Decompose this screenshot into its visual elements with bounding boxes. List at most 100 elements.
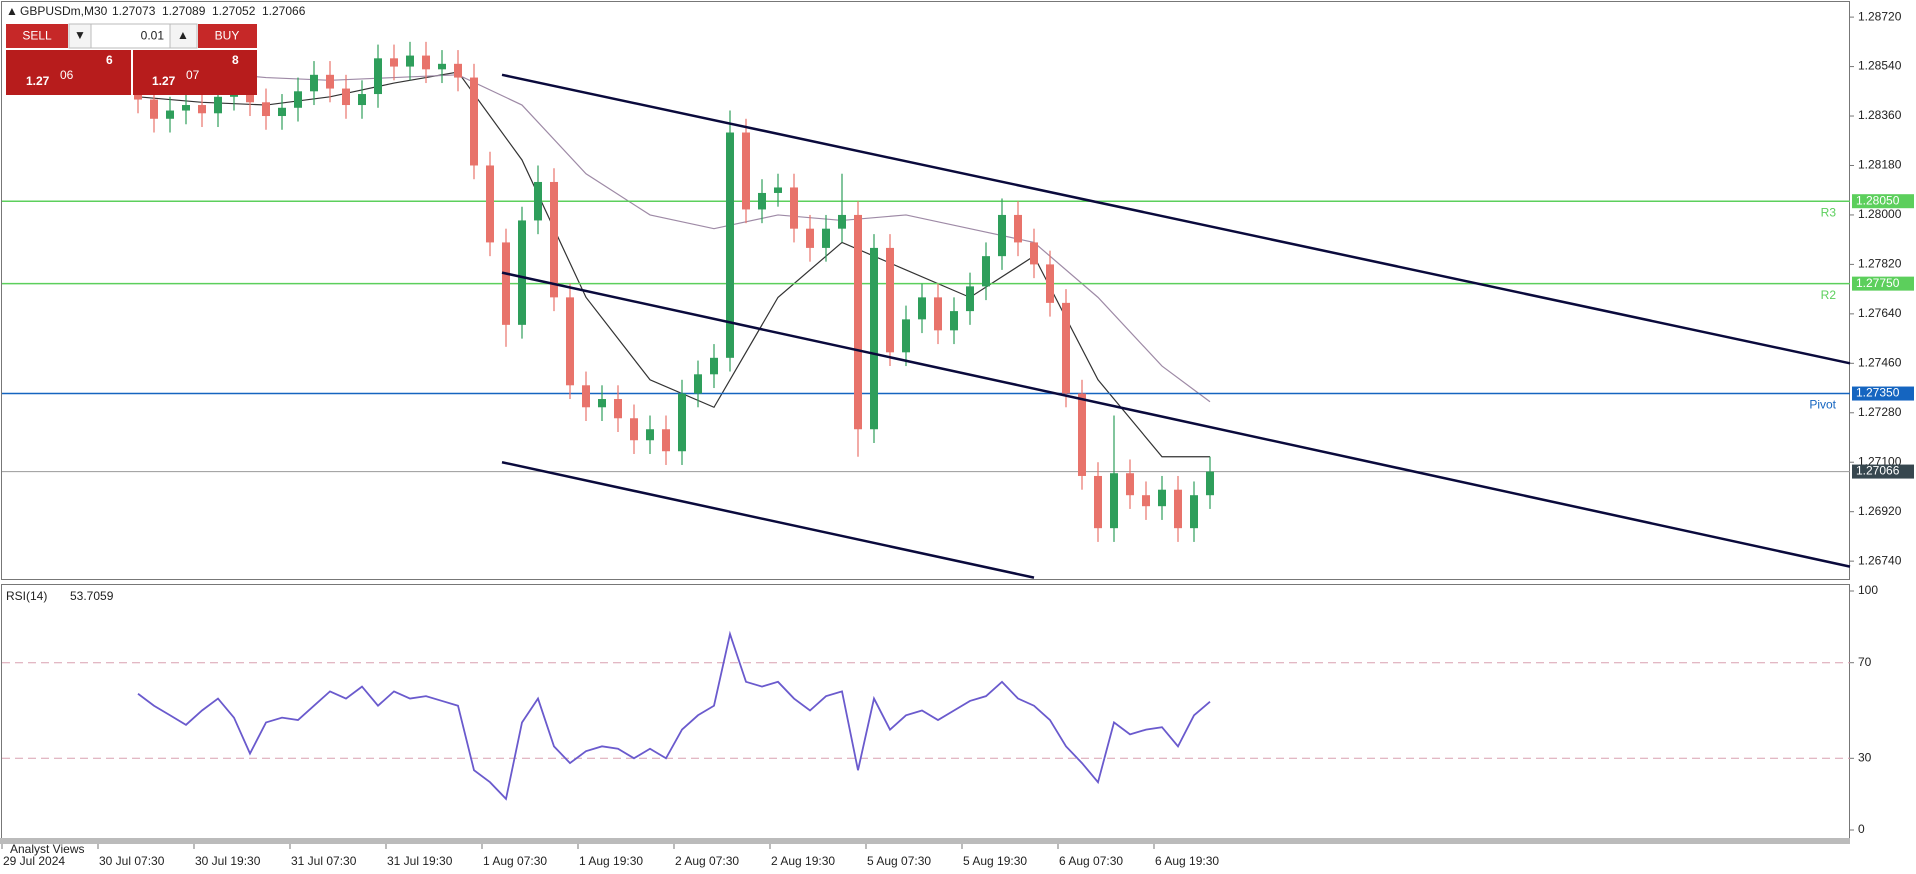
candle-body	[710, 357, 718, 375]
candle-body	[550, 181, 558, 298]
candle-body	[758, 192, 766, 210]
candle-body	[134, 91, 142, 100]
candle-body	[982, 256, 990, 287]
y-tick-label: 1.28540	[1858, 59, 1902, 73]
candle-body	[486, 165, 494, 243]
candle-body	[678, 393, 686, 452]
candle-body	[198, 105, 206, 114]
candle-body	[646, 429, 654, 441]
candle-body	[1030, 242, 1038, 265]
y-tick-label: 1.28180	[1858, 158, 1902, 172]
candle-body	[742, 132, 750, 210]
candle-body	[1142, 495, 1150, 507]
buy-price-point[interactable]: 8	[232, 53, 239, 67]
x-tick-label: 5 Aug 19:30	[963, 854, 1027, 868]
candle-body	[1126, 473, 1134, 496]
candle-body	[374, 58, 382, 95]
candle-body	[310, 74, 318, 92]
x-tick-label: 6 Aug 19:30	[1155, 854, 1219, 868]
level-tag	[1852, 276, 1914, 291]
volume-up-icon[interactable]: ▲	[177, 28, 189, 42]
collapse-icon: ▲	[6, 4, 18, 18]
candle-body	[1046, 264, 1054, 303]
candle-body	[598, 399, 606, 408]
trendline	[501, 271, 1851, 568]
buy-price-big[interactable]: 1.27	[152, 74, 176, 88]
candle-body	[790, 187, 798, 229]
volume-up[interactable]	[169, 23, 198, 49]
candle-body	[614, 399, 622, 419]
candle-body	[566, 297, 574, 386]
candle-body	[294, 91, 302, 108]
candle-body	[1158, 489, 1166, 507]
sell-price-big[interactable]: 1.27	[26, 74, 50, 88]
level-tag	[1852, 194, 1914, 209]
x-tick-label: 30 Jul 07:30	[99, 854, 165, 868]
candle-body	[918, 297, 926, 320]
current-price-label: 1.27066	[1856, 464, 1900, 478]
buy-price-box[interactable]	[133, 50, 257, 95]
candle-body	[822, 228, 830, 248]
volume-down-icon[interactable]: ▼	[74, 28, 86, 42]
candle-body	[582, 385, 590, 408]
candle-body	[502, 242, 510, 325]
candle-body	[534, 181, 542, 221]
buy-price-pips[interactable]: 07	[186, 68, 200, 82]
candle-body	[342, 88, 350, 106]
level-name: Pivot	[1809, 398, 1836, 412]
sell-price-point[interactable]: 6	[106, 53, 113, 67]
candle-body	[870, 247, 878, 430]
candle-body	[1014, 214, 1022, 243]
y-tick-label: 1.27460	[1858, 355, 1902, 369]
candle-body	[422, 55, 430, 70]
candle-body	[1110, 473, 1118, 529]
candle-body	[454, 63, 462, 78]
candle-body	[262, 102, 270, 117]
rsi-tick-label: 100	[1858, 583, 1878, 597]
sell-label[interactable]: SELL	[22, 29, 52, 43]
current-price-tag	[1852, 464, 1914, 479]
x-tick-label: 1 Aug 07:30	[483, 854, 547, 868]
candle-body	[358, 94, 366, 106]
candle-body	[214, 96, 222, 114]
candle-body	[1174, 489, 1182, 529]
candle-body	[406, 55, 414, 67]
candle-body	[1206, 471, 1214, 496]
candle-body	[694, 374, 702, 394]
candle-body	[966, 286, 974, 312]
symbol-title: GBPUSDm,M30	[20, 4, 108, 18]
one-click-panel: SELL ▼ 0.01 ▲ BUY 1.27 06 6 1.27 07 8	[6, 23, 257, 95]
level-tag	[1852, 386, 1914, 401]
y-tick-label: 1.28720	[1858, 9, 1902, 23]
volume-value[interactable]: 0.01	[141, 29, 165, 43]
candle-body	[166, 110, 174, 119]
candle-body	[182, 105, 190, 111]
candle-body	[1062, 302, 1070, 394]
candle-body	[838, 214, 846, 229]
y-tick-label: 1.27820	[1858, 257, 1902, 271]
x-tick-label: 29 Jul 2024	[3, 854, 65, 868]
candle-body	[1094, 475, 1102, 529]
buy-label[interactable]: BUY	[215, 29, 240, 43]
volume-field[interactable]	[90, 23, 171, 49]
level-name: R3	[1821, 205, 1837, 219]
candle-body	[902, 319, 910, 353]
candle-body	[390, 58, 398, 67]
header-ohlc: 1.27066	[262, 4, 306, 18]
y-tick-label: 1.28360	[1858, 108, 1902, 122]
candle-body	[470, 77, 478, 166]
sell-button[interactable]	[6, 24, 68, 48]
candle-body	[1078, 393, 1086, 476]
rsi-tick-label: 0	[1858, 822, 1865, 836]
rsi-tick-label: 30	[1858, 750, 1872, 764]
sell-price-pips[interactable]: 06	[60, 68, 74, 82]
candle-body	[246, 88, 254, 103]
buy-button[interactable]	[198, 24, 257, 48]
rsi-line	[137, 630, 1211, 801]
sell-price-box[interactable]	[6, 50, 131, 95]
footer-tab[interactable]: Analyst Views	[10, 842, 84, 856]
moving-average	[137, 63, 1211, 403]
header-ohlc: 1.27073	[112, 4, 156, 18]
